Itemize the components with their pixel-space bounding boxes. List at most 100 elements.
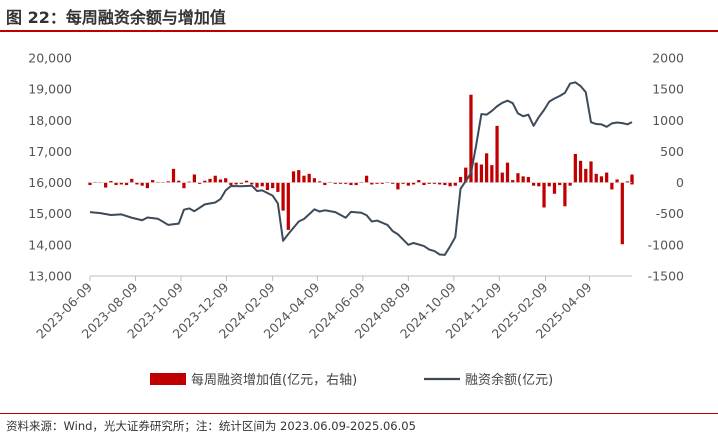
bar [135, 182, 139, 185]
bar [312, 178, 317, 183]
x-axis-labels: 2023-06-092023-08-092023-10-092023-12-09… [33, 279, 595, 341]
bar [417, 180, 421, 183]
right-tick-label: 0 [676, 175, 684, 190]
right-tick-label: 1000 [652, 113, 684, 128]
bar [130, 178, 134, 183]
bar [464, 167, 468, 183]
bar [615, 179, 619, 183]
bar [521, 176, 525, 183]
bar [411, 182, 416, 185]
bar [485, 153, 489, 183]
bar [516, 173, 520, 183]
line-series-balance [89, 81, 633, 256]
bar [443, 182, 447, 186]
bar [354, 182, 358, 186]
bar [239, 182, 243, 184]
bar [250, 182, 254, 185]
bar [479, 164, 484, 183]
left-tick-label: 18,000 [28, 113, 72, 128]
source-rule [0, 413, 718, 414]
bar [552, 182, 557, 194]
bar [234, 182, 238, 185]
bar [187, 181, 191, 183]
bar [375, 182, 379, 184]
bar [302, 175, 306, 183]
bar [203, 180, 207, 183]
bar [380, 182, 384, 184]
bar-series-increment [88, 94, 634, 245]
x-axis-ticks [89, 276, 590, 281]
bar [432, 182, 437, 184]
bar [422, 182, 426, 186]
bar [599, 176, 604, 183]
legend: 每周融资增加值(亿元，右轴) 融资余额(亿元) [150, 372, 553, 388]
bar [469, 94, 473, 183]
bar [401, 182, 405, 184]
bar [119, 182, 123, 185]
bar [338, 182, 343, 184]
source-note: 资料来源：Wind，光大证券研究所；注：统计区间为 2023.06.09-202… [6, 419, 416, 433]
bar [620, 182, 624, 245]
bar [610, 182, 614, 190]
bar [276, 182, 280, 192]
bar [448, 182, 452, 187]
bar [573, 153, 577, 183]
legend-label-increment: 每周融资增加值(亿元，右轴) [191, 372, 357, 388]
bar [427, 182, 431, 184]
right-tick-label: -500 [656, 206, 684, 221]
bar [458, 176, 463, 183]
bar [589, 161, 593, 183]
bar [161, 181, 165, 183]
bar [349, 182, 353, 186]
bar [406, 182, 410, 186]
bar [625, 181, 630, 183]
right-tick-label: -1500 [648, 269, 684, 284]
chart: 2023-06-092023-08-092023-10-092023-12-09… [28, 51, 684, 389]
figure-title: 图 22：每周融资余额与增加值 [6, 8, 226, 27]
bar [578, 160, 583, 183]
bar [364, 175, 369, 183]
bar [208, 178, 212, 183]
bar [281, 182, 285, 211]
bar [318, 181, 322, 183]
bar [563, 182, 567, 207]
bar [229, 182, 233, 186]
bar [124, 182, 129, 186]
bar [344, 182, 348, 184]
left-tick-label: 19,000 [28, 82, 72, 97]
bar [359, 181, 363, 183]
bar [286, 182, 290, 230]
bar [297, 170, 301, 183]
bar [166, 181, 170, 183]
bar [291, 171, 296, 183]
bar [438, 182, 442, 185]
bar [584, 168, 588, 183]
bar [182, 182, 186, 189]
bar [192, 174, 196, 183]
bar [505, 162, 510, 183]
left-tick-label: 16,000 [28, 175, 72, 190]
bar [213, 175, 217, 183]
bar [391, 182, 395, 184]
bar [630, 174, 634, 183]
left-tick-label: 17,000 [28, 144, 72, 159]
bar [537, 182, 541, 187]
right-tick-label: -1000 [648, 237, 684, 252]
bar [495, 125, 499, 183]
left-tick-label: 13,000 [28, 269, 72, 284]
bar [145, 182, 150, 189]
bar [109, 181, 113, 183]
bar [265, 182, 270, 191]
right-tick-label: 2000 [652, 51, 684, 66]
left-tick-label: 20,000 [28, 51, 72, 66]
bar [385, 181, 390, 183]
left-tick-label: 14,000 [28, 237, 72, 252]
bar [547, 182, 551, 187]
bar [244, 180, 249, 183]
bar [197, 182, 202, 184]
bar [323, 182, 327, 186]
bar [328, 181, 332, 183]
bar [88, 182, 92, 186]
right-axis-labels: -1500 -1000 -500 0 500 1000 1500 2000 [648, 51, 684, 284]
left-tick-label: 15,000 [28, 206, 72, 221]
